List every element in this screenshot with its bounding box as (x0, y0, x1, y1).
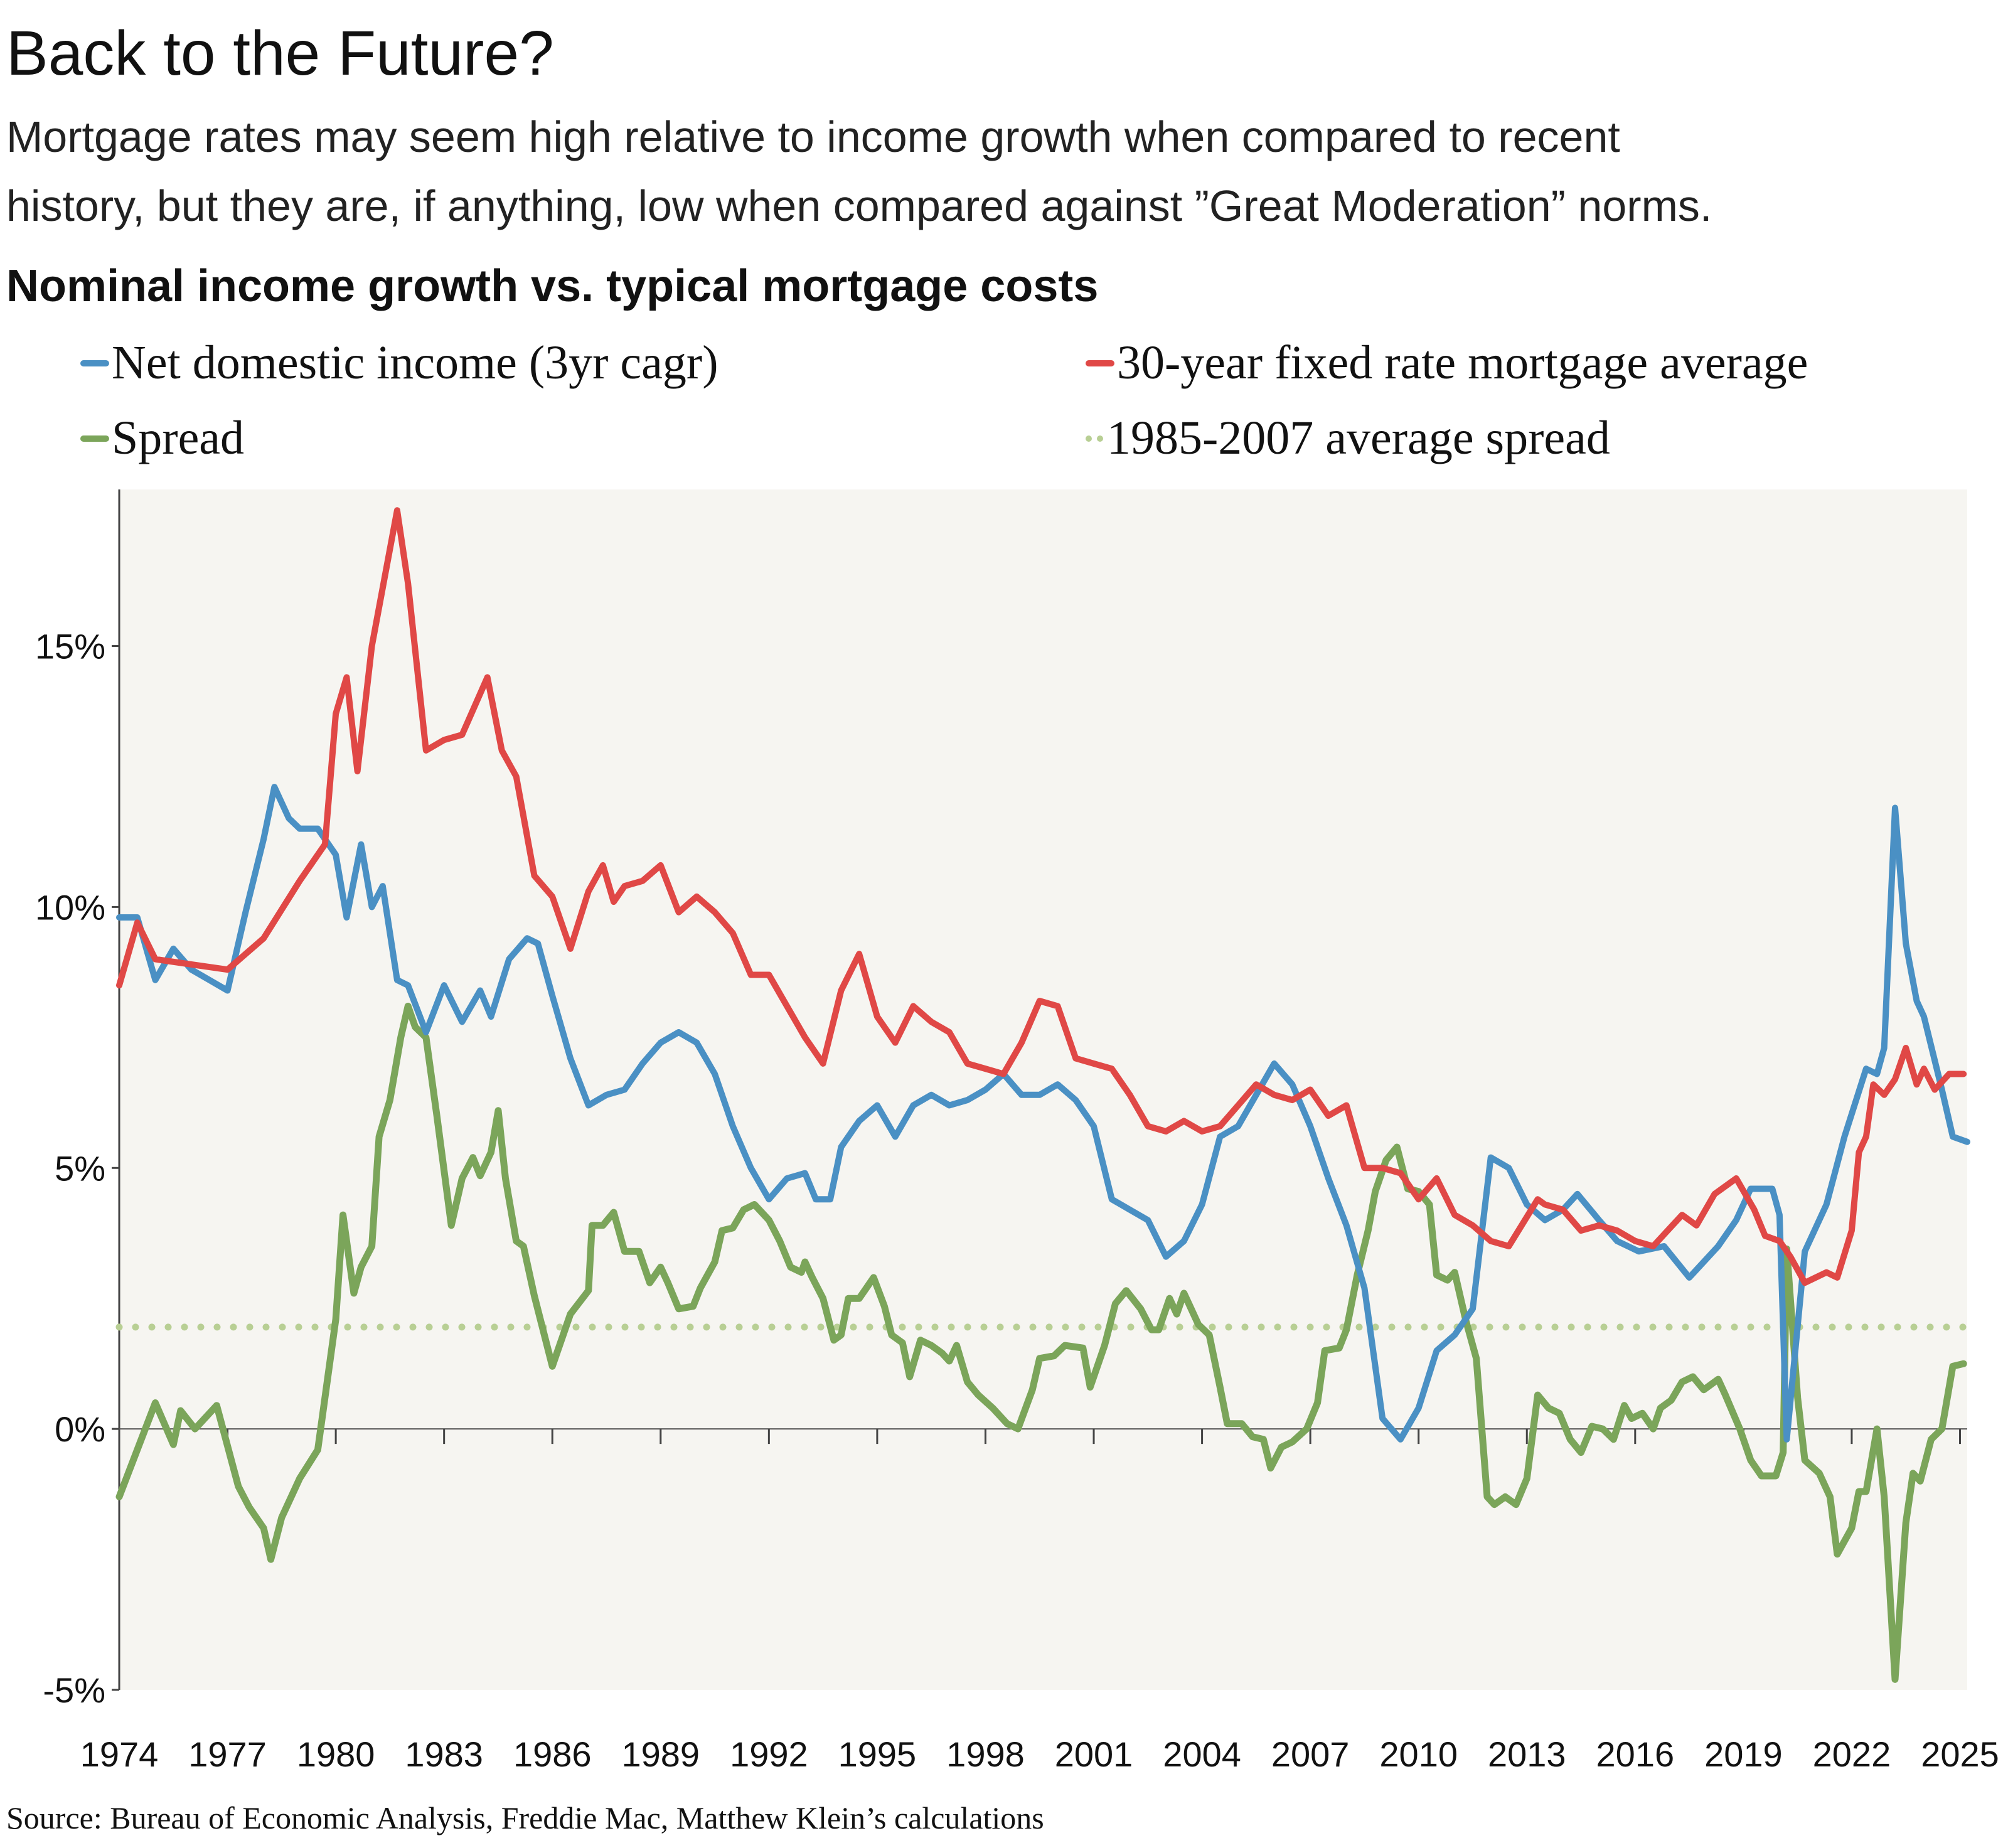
x-tick-label: 1983 (405, 1734, 483, 1774)
series-line-spread (115, 1002, 1967, 1683)
subtitle-line-1: Mortgage rates may seem high relative to… (6, 112, 1620, 161)
subtitle-line-2: history, but they are, if anything, low … (6, 181, 1712, 230)
y-tick-label: 10% (35, 887, 105, 927)
legend-label: Spread (112, 412, 245, 464)
x-tick-label: 2001 (1055, 1734, 1133, 1774)
x-tick-label: 1992 (730, 1734, 808, 1774)
legend-item-income: Net domestic income (3yr cagr) (80, 336, 718, 390)
y-tick-label: -5% (43, 1670, 105, 1710)
x-tick-label: 1974 (80, 1734, 159, 1774)
x-tick-label: 2004 (1163, 1734, 1241, 1774)
y-tick-label: 0% (55, 1409, 105, 1449)
y-tick-label: 5% (55, 1148, 105, 1188)
legend-swatch-income (80, 360, 109, 366)
x-tick-label: 1980 (297, 1734, 375, 1774)
source-note: Source: Bureau of Economic Analysis, Fre… (6, 1800, 1044, 1835)
legend-swatch-spread (80, 435, 109, 442)
legend-label: 30-year fixed rate mortgage average (1117, 336, 1808, 389)
legend-item-spread: Spread (80, 411, 244, 466)
x-tick-label: 1995 (838, 1734, 917, 1774)
series-line-mortgage (116, 507, 1967, 1286)
series-line-income (116, 784, 1970, 1443)
x-tick-label: 1989 (622, 1734, 700, 1774)
y-tick-label: 15% (35, 627, 105, 666)
legend-swatch-avg-spread (1086, 435, 1103, 442)
x-tick-label: 2025 (1921, 1734, 1999, 1774)
x-tick-label: 2007 (1271, 1734, 1350, 1774)
legend-item-mortgage: 30-year fixed rate mortgage average (1086, 336, 1808, 390)
x-tick-label: 1986 (513, 1734, 592, 1774)
x-tick-label: 2010 (1379, 1734, 1458, 1774)
legend-item-avg-spread: 1985-2007 average spread (1086, 411, 1610, 466)
legend-label: 1985-2007 average spread (1107, 412, 1610, 464)
chart-heading: Nominal income growth vs. typical mortga… (6, 261, 1099, 311)
legend-label: Net domestic income (3yr cagr) (112, 336, 718, 389)
chart-title: Back to the Future? (6, 18, 554, 88)
x-tick-label: 2016 (1596, 1734, 1675, 1774)
x-tick-label: 2013 (1488, 1734, 1566, 1774)
x-tick-label: 1977 (188, 1734, 267, 1774)
x-tick-label: 1998 (946, 1734, 1025, 1774)
x-tick-label: 2022 (1813, 1734, 1891, 1774)
x-tick-label: 2019 (1704, 1734, 1783, 1774)
legend-swatch-mortgage (1086, 360, 1114, 366)
